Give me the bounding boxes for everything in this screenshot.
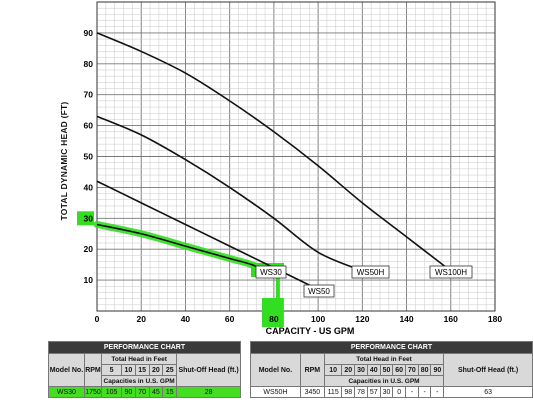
value-cell: 78 [354,386,368,398]
curve-ws100h [96,32,452,272]
shutoff-header: Shut-Off Head (ft.) [443,353,533,387]
x-highlight-marker [261,298,284,327]
table-row: WS30 1750 105 90 70 45 15 28 [48,386,241,398]
value-cell: 45 [148,386,164,398]
y-axis-title: TOTAL DYNAMIC HEAD (FT) [59,101,69,221]
label-box-ws50 [303,284,335,298]
value-cell: 15 [162,386,178,398]
value-cell: 30 [379,386,394,398]
x-tick-label: 20 [136,314,146,324]
value-cell: - [430,386,445,398]
label-box-ws30 [255,265,287,279]
table-row: WS50H 3450 115 98 78 57 30 0 - - - 63 [250,386,533,398]
y-tick-label: 60 [84,121,94,131]
x-axis-title: CAPACITY - US GPM [266,326,355,336]
rpm-cell: 3450 [299,386,325,398]
y-tick-label: 40 [84,182,94,192]
x-tick-label: 120 [355,314,369,324]
capacities-header: Capacities in U.S. GPM [101,375,178,387]
y-tick-label: 50 [84,152,94,162]
y-tick-label: 80 [84,59,94,69]
head-cell: 25 [162,364,178,376]
head-cell: 5 [101,364,122,376]
value-cell: 57 [366,386,381,398]
model-cell: WS30 [48,386,85,398]
total-head-header: Total Head in Feet [323,353,445,365]
value-cell: 115 [323,386,343,398]
table-title: PERFORMANCE CHART [250,341,533,354]
value-cell: 90 [120,386,136,398]
performance-curve-chart: 0 20 40 60 80 100 120 140 160 180 10 20 30 40 50 60 70 80… [77,1,503,336]
y-tick-label: 10 [84,275,94,285]
head-cell: 30 [354,364,368,376]
head-cell: 90 [430,364,445,376]
head-cell: 50 [379,364,394,376]
performance-table-ws50h: PERFORMANCE CHART Model No. RPM Total He… [250,341,533,398]
head-cell: 40 [366,364,381,376]
label-ws50: WS50 [308,287,330,296]
performance-table-ws30: PERFORMANCE CHART Model No. RPM Total He… [48,341,241,398]
y-highlight-marker [77,211,94,226]
value-cell: 105 [101,386,122,398]
model-cell: WS50H [250,386,301,398]
x-tick-label: 40 [181,314,191,324]
y-tick-label: 30 [84,213,94,223]
total-head-header: Total Head in Feet [101,353,178,365]
y-tick-label: 90 [84,28,94,38]
head-cell: 10 [323,364,343,376]
rpm-header: RPM [83,353,103,387]
rpm-cell: 1750 [83,386,103,398]
x-tick-label: 0 [95,314,100,324]
capacities-header: Capacities in U.S. GPM [323,375,445,387]
x-tick-label: 80 [269,314,279,324]
table-title: PERFORMANCE CHART [48,341,241,354]
head-cell: 20 [148,364,164,376]
head-cell: 60 [392,364,407,376]
x-tick-label: 60 [225,314,235,324]
head-cell: 80 [417,364,432,376]
x-tick-label: 160 [444,314,458,324]
label-box-ws50h [351,265,390,279]
shutoff-cell: 28 [176,386,241,398]
chart-grid [96,1,496,312]
value-cell: - [417,386,432,398]
head-cell: 15 [134,364,150,376]
y-tick-label: 70 [84,90,94,100]
model-header: Model No. [48,353,85,387]
performance-tables: PERFORMANCE CHART Model No. RPM Total He… [48,341,533,400]
label-ws100h: WS100H [435,268,467,277]
value-cell: - [405,386,419,398]
value-cell: 0 [392,386,407,398]
label-ws50h: WS50H [357,268,385,277]
model-header: Model No. [250,353,301,387]
label-box-ws100h [429,265,473,279]
head-cell: 10 [120,364,136,376]
value-cell: 98 [341,386,356,398]
head-cell: 20 [341,364,356,376]
x-tick-label: 180 [488,314,502,324]
shutoff-cell: 63 [443,386,533,398]
label-ws30: WS30 [260,268,282,277]
curve-labels: WS30 WS50 WS50H WS100H [255,265,473,298]
rpm-header: RPM [299,353,325,387]
x-tick-label: 100 [311,314,325,324]
plot-frame [96,1,496,312]
x-tick-label: 140 [399,314,413,324]
curve-ws50h [96,115,363,272]
chart-ticks: 0 20 40 60 80 100 120 140 160 180 10 20 30 40 50 60 70 80… [84,28,503,324]
head-cell: 70 [405,364,419,376]
value-cell: 70 [134,386,150,398]
shutoff-header: Shut-Off Head (ft.) [176,353,241,387]
curve-ws30 [96,223,275,275]
y-tick-label: 20 [84,244,94,254]
